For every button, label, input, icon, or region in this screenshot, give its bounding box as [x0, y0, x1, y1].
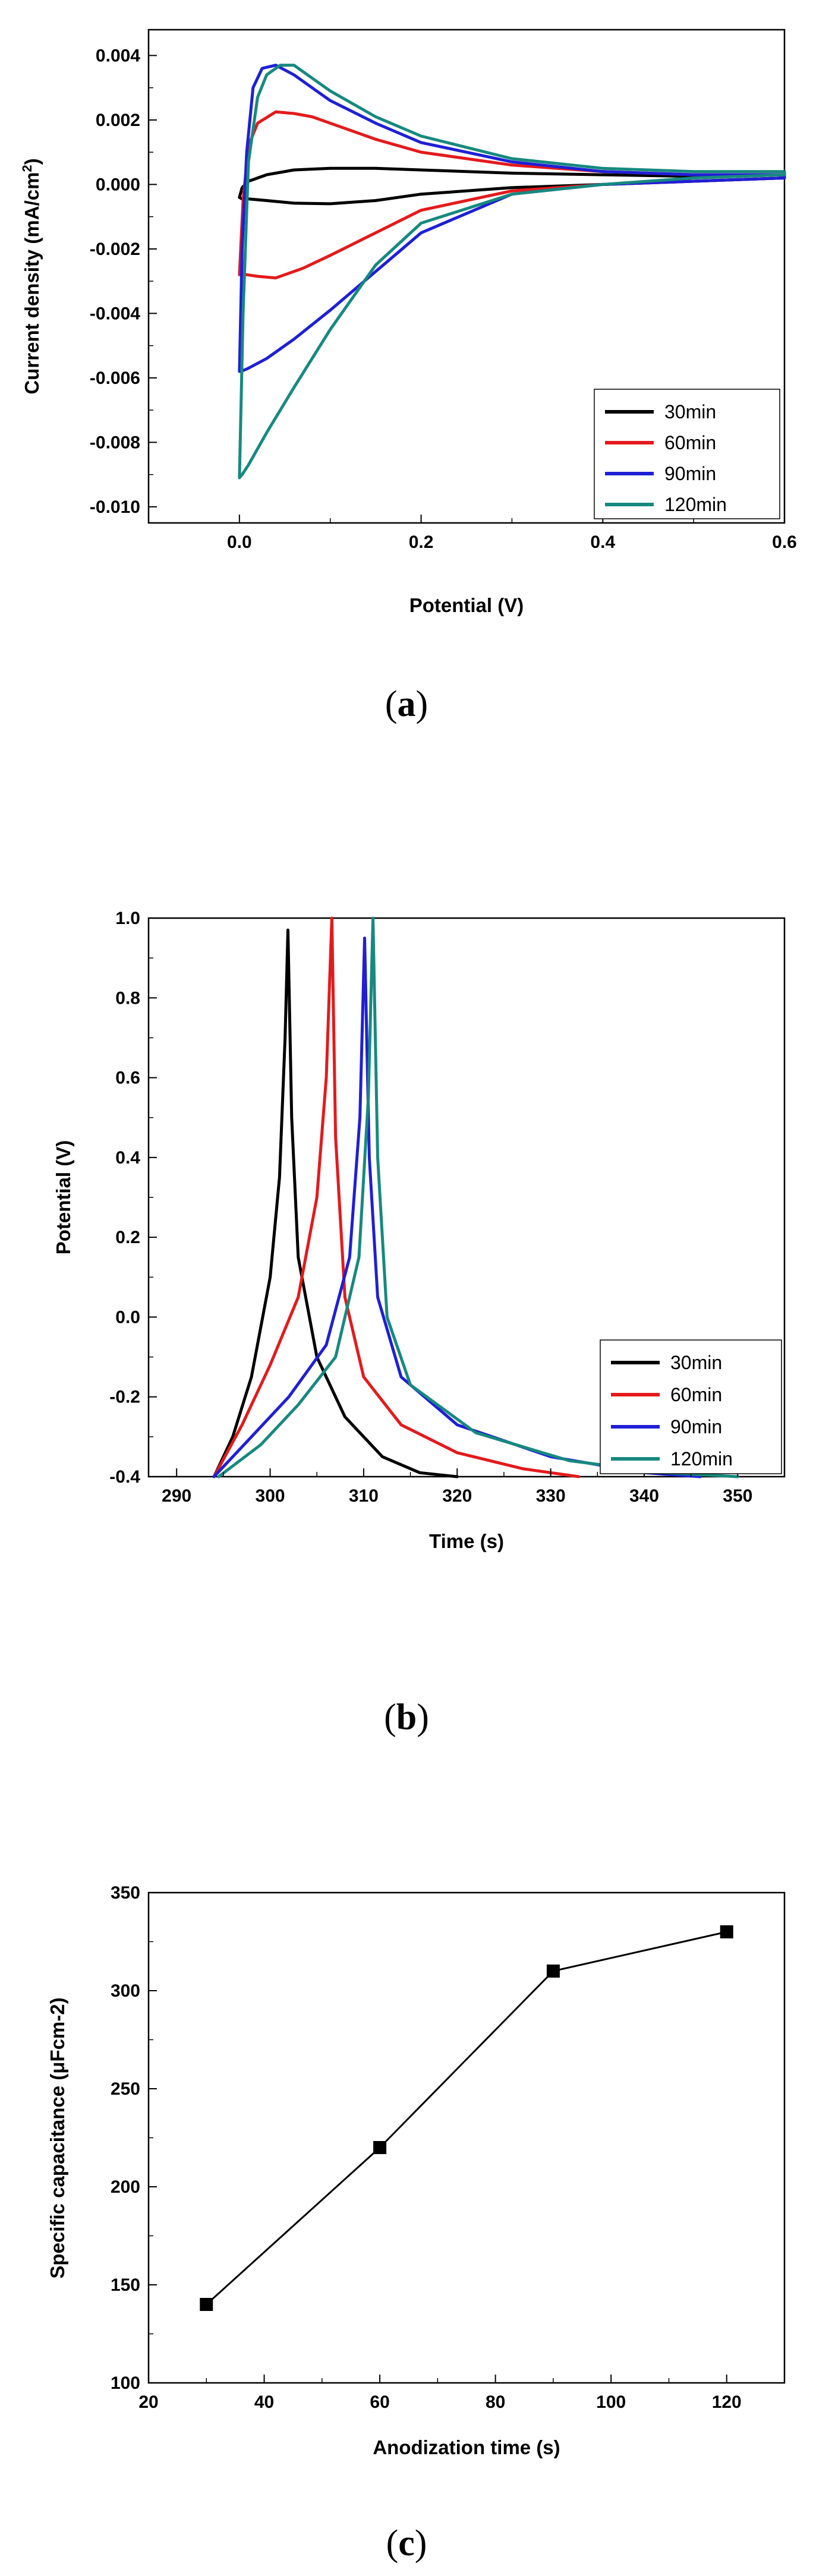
chart-a-y-axis-label: Current density (mA/cm2): [20, 158, 43, 394]
chart-b-series-30min: [212, 928, 459, 1478]
chart-b-y-tick-label: 0.0: [115, 1307, 140, 1327]
chart-a-y-tick-label: -0.010: [90, 497, 140, 517]
chart-a-y-tick-label: -0.002: [90, 239, 140, 259]
chart-a-legend-label: 60min: [664, 432, 716, 453]
chart-c-y-tick-label: 300: [111, 1981, 140, 2001]
chart-a-x-tick-label: 0.6: [772, 532, 797, 552]
chart-b-x-tick-label: 300: [256, 1486, 285, 1506]
chart-a-x-tick-label: 0.2: [409, 532, 434, 552]
chart-b-legend-label: 90min: [670, 1416, 722, 1437]
chart-b-x-tick-label: 310: [349, 1486, 379, 1506]
chart-a-y-tick-label: -0.006: [90, 368, 140, 388]
chart-b-x-tick-label: 340: [629, 1486, 659, 1506]
chart-c-data-point: [546, 1965, 560, 1978]
chart-c-x-tick-label: 120: [712, 2392, 742, 2412]
chart-b-y-tick-label: 0.6: [115, 1068, 140, 1088]
chart-a-x-tick-label: 0.0: [227, 532, 252, 552]
chart-c-data-point: [720, 1925, 733, 1938]
chart-a-series-group: [238, 64, 786, 480]
chart-a-series-90min: [238, 64, 786, 373]
chart-b-y-axis-label: Potential (V): [52, 1140, 74, 1255]
chart-b-x-tick-label: 320: [442, 1486, 472, 1506]
chart-a-panel-label: (a): [385, 684, 428, 724]
chart-b-series-60min: [212, 916, 581, 1478]
chart-c-y-axis-label: Specific capacitance (μFcm-2): [46, 1997, 68, 2278]
chart-c-y-tick-label: 150: [111, 2275, 140, 2295]
chart-b-legend-label: 30min: [670, 1352, 722, 1373]
chart-c-y-tick-label: 350: [111, 1883, 140, 1903]
chart-c-y-tick-label: 200: [111, 2177, 140, 2197]
chart-c-series-group: [200, 1925, 733, 2311]
chart-b-x-axis-label: Time (s): [429, 1530, 504, 1552]
chart-c-panel-label: (c): [386, 2523, 427, 2564]
chart-a-x-tick-label: 0.4: [590, 532, 615, 552]
chart-b-legend-label: 60min: [670, 1384, 722, 1405]
chart-a-plot-frame: [147, 29, 786, 524]
chart-b-y-tick-label: 0.8: [115, 988, 140, 1008]
chart-b-charge-discharge: 290 300 310 320 330 340 350 -0.4 -0.2 0.0 0.2 0.4 0.…: [52, 909, 786, 1738]
chart-a-legend-label: 90min: [664, 463, 716, 484]
chart-a-y-tick-label: 0.004: [96, 46, 140, 65]
chart-b-x-tick-label: 350: [723, 1486, 752, 1506]
chart-a-y-tick-label: -0.004: [90, 304, 140, 323]
chart-c-x-tick-label: 40: [254, 2392, 274, 2412]
chart-c-x-axis-label: Anodization time (s): [373, 2436, 560, 2458]
chart-c-y-tick-label: 100: [111, 2373, 140, 2393]
chart-a-y-tick-label: 0.000: [96, 175, 140, 194]
chart-c-x-tick-label: 80: [486, 2392, 505, 2412]
chart-a-legend: 30min 60min 90min 120min: [594, 389, 780, 519]
chart-c-series-specific-capacitance: [205, 1931, 728, 2306]
chart-c-data-point: [200, 2298, 213, 2311]
chart-b-y-tick-label: 1.0: [115, 909, 140, 928]
chart-a-legend-label: 30min: [664, 401, 716, 422]
chart-b-legend-label: 120min: [670, 1448, 733, 1470]
chart-b-y-tick-label: -0.4: [109, 1467, 140, 1487]
chart-b-series-group: [212, 916, 739, 1478]
chart-a-x-axis-label: Potential (V): [409, 594, 524, 616]
chart-a-series-120min: [238, 64, 786, 480]
chart-c-x-tick-label: 60: [370, 2392, 389, 2412]
chart-c-plot-frame: [147, 1891, 786, 2384]
chart-a-legend-label: 120min: [664, 494, 727, 515]
chart-b-x-tick-label: 290: [162, 1486, 191, 1506]
chart-b-panel-label: (b): [384, 1697, 429, 1738]
chart-c-x-tick-label: 100: [596, 2392, 626, 2412]
chart-b-legend: 30min 60min 90min 120min: [600, 1339, 782, 1474]
chart-c-x-tick-label: 20: [138, 2392, 158, 2412]
chart-b-y-tick-label: 0.4: [115, 1148, 140, 1168]
chart-c-data-point: [373, 2141, 387, 2154]
chart-c-specific-capacitance: 20 40 60 80 100 120 100 150 200 250 300 350 Anodiza…: [46, 1883, 786, 2564]
chart-b-x-tick-label: 330: [536, 1486, 566, 1506]
chart-b-y-tick-label: 0.2: [115, 1228, 140, 1247]
chart-a-cyclic-voltammetry: 0.0 0.2 0.4 0.6 -0.010 -0.008 -0.006 -0.004 -0.0…: [20, 29, 797, 724]
chart-c-y-tick-label: 250: [111, 2079, 140, 2099]
chart-b-series-120min: [217, 916, 739, 1478]
chart-a-y-tick-label: -0.008: [90, 433, 140, 452]
chart-a-y-tick-label: 0.002: [96, 111, 140, 130]
chart-b-y-tick-label: -0.2: [109, 1388, 140, 1407]
